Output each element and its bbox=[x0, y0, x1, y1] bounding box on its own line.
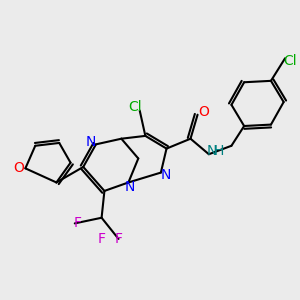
Text: N: N bbox=[86, 135, 96, 149]
Text: F: F bbox=[115, 232, 122, 246]
Text: Cl: Cl bbox=[129, 100, 142, 114]
Text: F: F bbox=[98, 232, 106, 246]
Text: Cl: Cl bbox=[283, 54, 297, 68]
Text: N: N bbox=[206, 144, 217, 158]
Text: F: F bbox=[74, 216, 82, 230]
Text: O: O bbox=[14, 161, 25, 175]
Text: N: N bbox=[124, 180, 135, 194]
Text: H: H bbox=[214, 144, 224, 158]
Text: O: O bbox=[198, 106, 209, 119]
Text: N: N bbox=[161, 168, 171, 182]
